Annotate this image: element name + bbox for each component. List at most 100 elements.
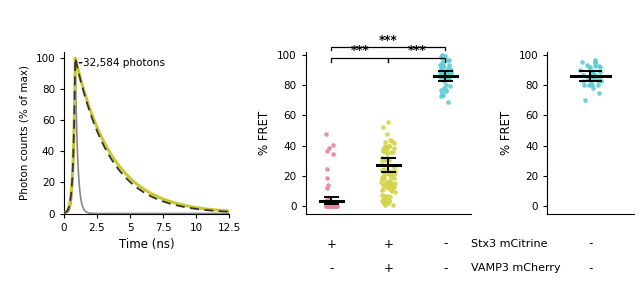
Point — [384, 144, 394, 149]
Point — [330, 203, 340, 207]
Point — [444, 77, 454, 82]
Point — [438, 93, 449, 98]
Point — [388, 185, 398, 190]
Point — [332, 203, 342, 208]
Point — [438, 85, 449, 90]
Point — [383, 194, 393, 199]
Point — [442, 74, 452, 79]
Point — [435, 74, 445, 79]
Point — [388, 184, 399, 189]
Point — [435, 63, 445, 67]
Point — [328, 203, 339, 208]
Text: -: - — [329, 262, 333, 275]
Point — [328, 202, 338, 206]
Point — [438, 63, 449, 68]
Point — [443, 99, 453, 104]
Point — [436, 54, 446, 59]
Point — [326, 201, 336, 206]
Point — [322, 196, 332, 201]
Point — [380, 203, 390, 208]
Point — [385, 137, 395, 142]
Point — [588, 76, 598, 81]
Point — [438, 77, 449, 82]
Point — [438, 63, 448, 68]
Point — [436, 75, 447, 80]
Point — [594, 90, 604, 95]
Point — [332, 203, 342, 208]
Point — [385, 181, 396, 186]
Point — [383, 186, 394, 191]
Point — [436, 88, 447, 93]
Point — [595, 78, 605, 83]
Point — [383, 180, 393, 185]
Point — [595, 63, 605, 68]
Point — [384, 143, 394, 148]
Text: +: + — [383, 238, 393, 250]
Point — [378, 175, 388, 180]
Point — [381, 157, 392, 162]
Point — [437, 58, 447, 63]
Point — [380, 144, 390, 149]
Point — [445, 71, 456, 76]
Point — [325, 201, 335, 206]
Point — [379, 200, 389, 205]
Point — [326, 203, 337, 208]
Point — [326, 202, 337, 207]
Y-axis label: % FRET: % FRET — [500, 110, 513, 155]
Point — [436, 52, 447, 57]
Point — [385, 172, 396, 177]
Point — [436, 70, 446, 75]
Point — [326, 203, 336, 208]
Point — [377, 175, 387, 180]
Point — [381, 156, 392, 161]
Point — [438, 69, 449, 74]
Point — [378, 188, 388, 193]
Point — [386, 174, 396, 178]
Point — [582, 63, 593, 67]
Point — [380, 149, 390, 154]
Point — [378, 198, 388, 203]
Point — [577, 60, 588, 65]
Point — [436, 91, 447, 95]
Text: +: + — [383, 262, 393, 275]
Point — [385, 195, 396, 199]
Point — [442, 66, 452, 71]
Text: +: + — [326, 238, 336, 250]
Point — [590, 58, 600, 63]
Point — [380, 149, 390, 153]
Point — [440, 77, 450, 81]
Point — [327, 203, 337, 208]
Point — [387, 181, 397, 186]
Point — [587, 68, 597, 73]
Point — [441, 89, 451, 94]
Point — [378, 149, 388, 154]
Point — [595, 69, 605, 74]
Point — [444, 73, 454, 78]
Point — [327, 201, 337, 206]
Point — [385, 184, 395, 189]
Point — [439, 78, 449, 83]
Point — [584, 65, 595, 70]
Point — [321, 132, 332, 137]
Point — [381, 147, 391, 152]
Point — [583, 76, 593, 81]
Point — [378, 201, 388, 206]
Point — [384, 199, 394, 204]
Text: ***: *** — [408, 45, 426, 57]
Point — [326, 202, 337, 207]
Point — [380, 194, 390, 199]
Point — [383, 170, 394, 175]
Point — [589, 60, 600, 65]
Point — [384, 199, 394, 203]
Point — [578, 73, 588, 77]
Point — [378, 197, 388, 202]
Point — [323, 203, 333, 208]
Point — [378, 146, 388, 151]
Text: Stx3 mCitrine: Stx3 mCitrine — [471, 239, 547, 249]
Point — [378, 196, 388, 201]
Text: ***: *** — [379, 34, 397, 47]
Point — [325, 198, 335, 203]
Point — [441, 70, 451, 75]
Point — [443, 75, 453, 80]
Point — [387, 188, 397, 193]
